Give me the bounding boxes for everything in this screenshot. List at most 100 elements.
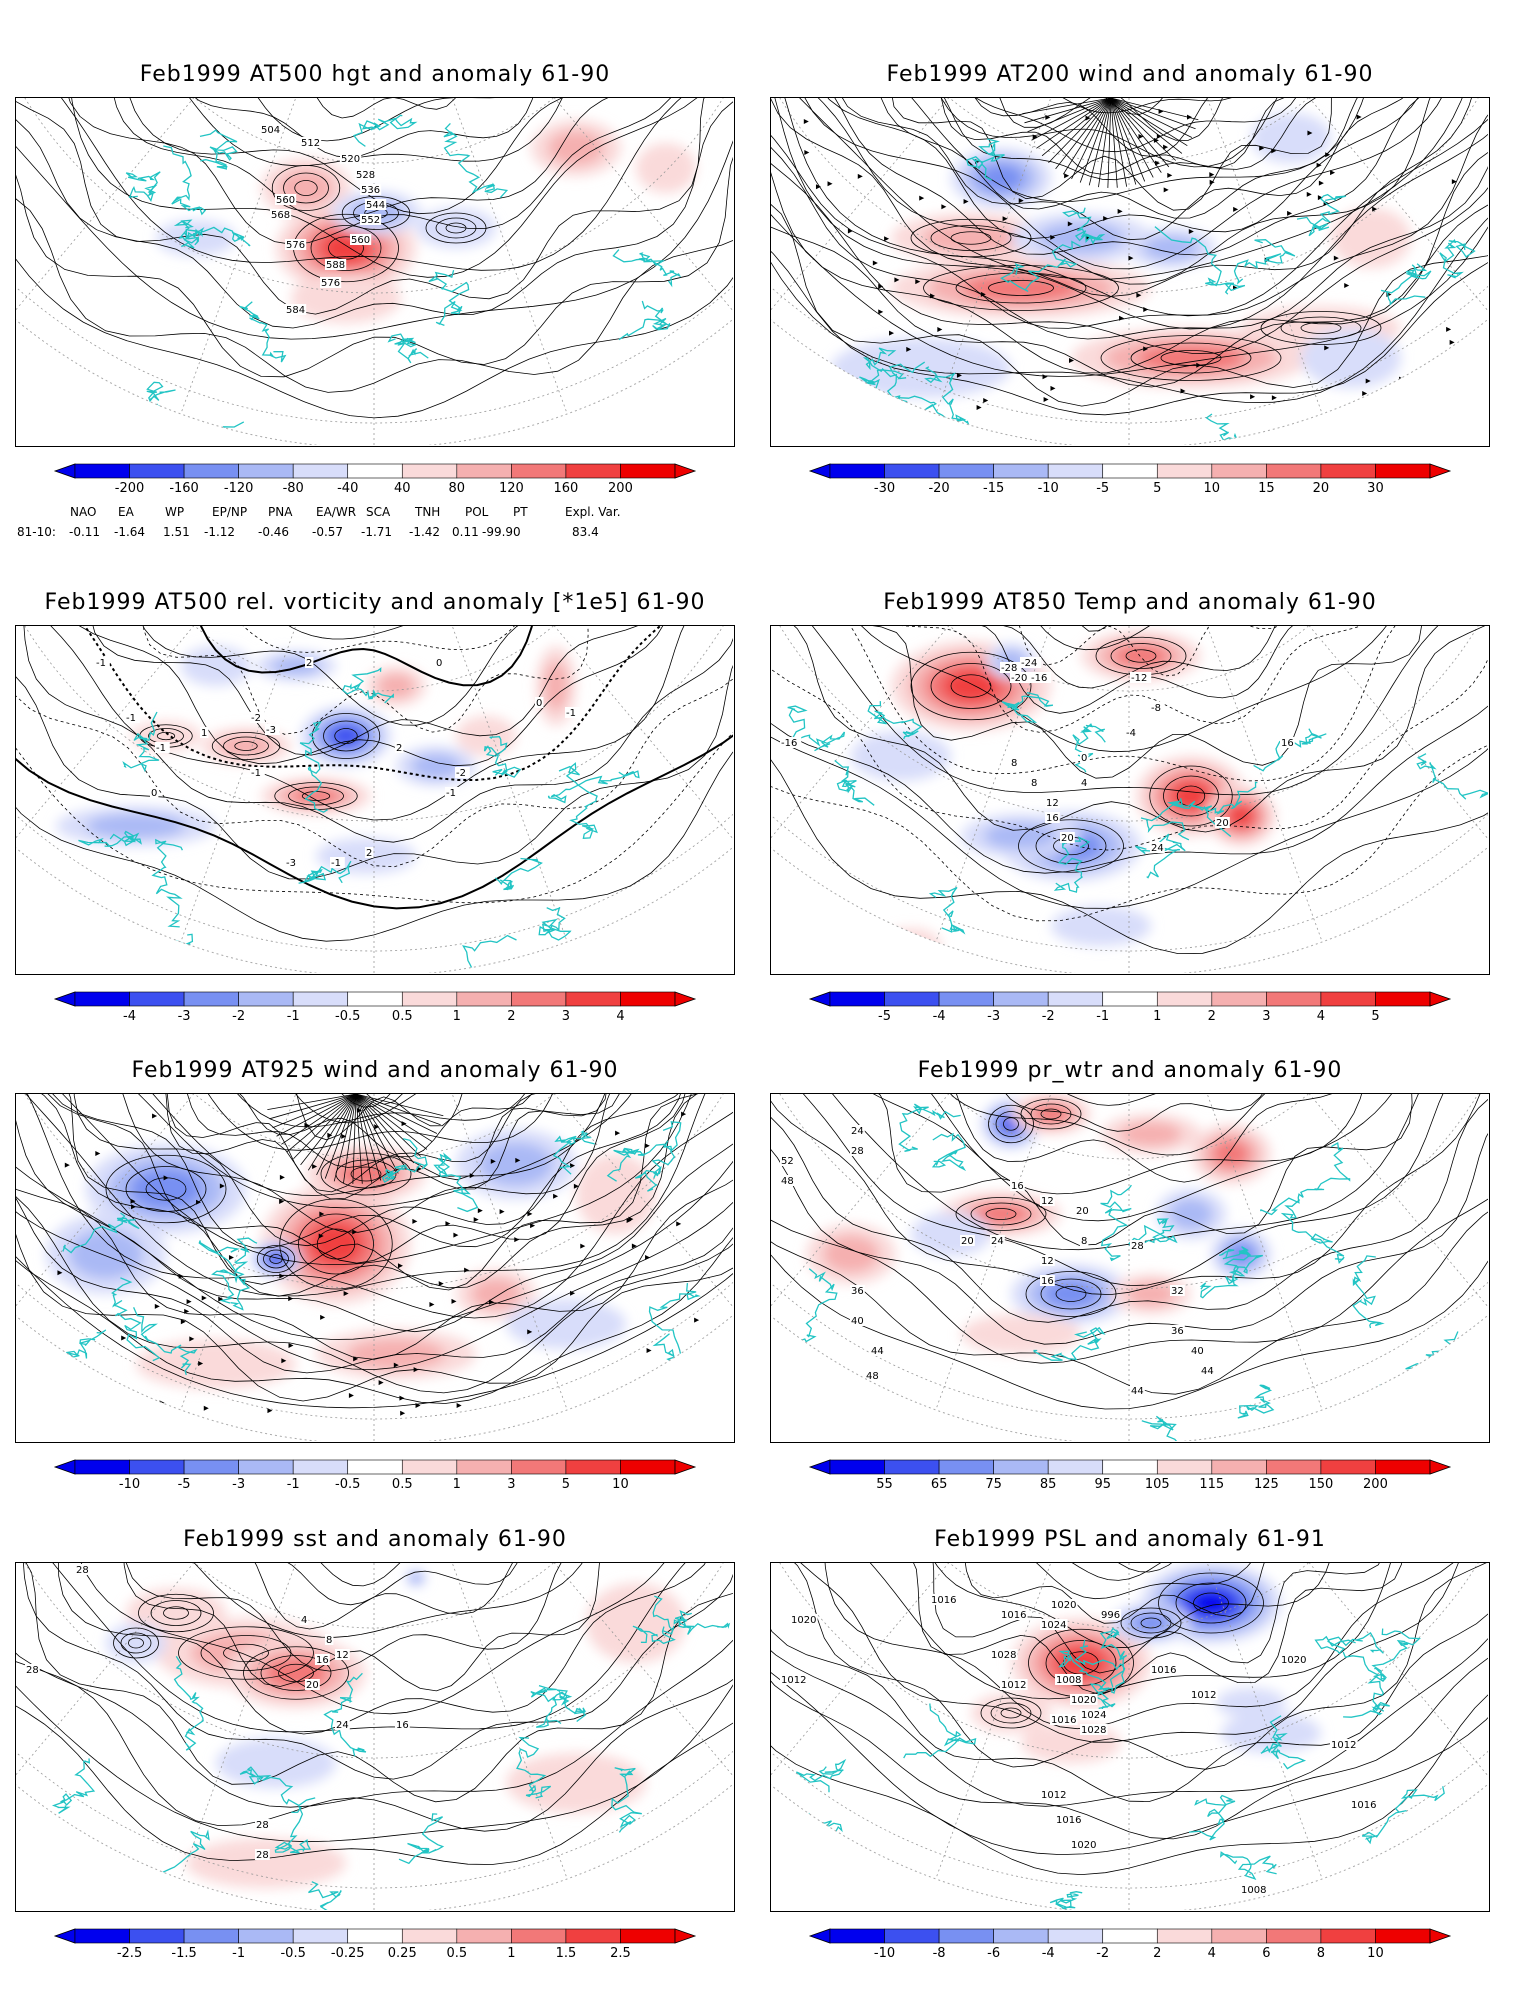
closed-contour — [260, 1655, 332, 1691]
arrow-head — [847, 228, 853, 234]
contours — [771, 1094, 1488, 1410]
contour-label-bg — [1070, 1694, 1098, 1705]
arrow-head — [645, 1254, 651, 1260]
arrow-head — [401, 1121, 407, 1127]
arrow-head — [1180, 388, 1186, 394]
wind-arrows — [803, 108, 1457, 416]
coastline-segment — [151, 838, 183, 928]
arrow-head — [646, 1348, 652, 1354]
contour-label: 576 — [286, 240, 305, 251]
colorbar-segment — [1266, 463, 1322, 479]
contour-label: 12 — [1046, 798, 1059, 809]
colorbar-tick-label: 30 — [1367, 481, 1384, 496]
anomaly-blob — [106, 1623, 166, 1663]
streamline — [16, 1094, 733, 1374]
arrow-head — [304, 1122, 310, 1128]
streamline — [1036, 98, 1112, 149]
contour-label: 512 — [301, 138, 320, 149]
closed-contour — [930, 663, 1012, 709]
contour-label: 1008 — [1056, 1675, 1081, 1686]
closed-contour — [316, 1228, 356, 1260]
colorbar-tick-label: -1 — [1096, 1009, 1109, 1024]
contour-label-bg — [250, 767, 265, 778]
contour-label: -1 — [446, 788, 456, 799]
colorbar-tick-label: -0.5 — [335, 1477, 360, 1492]
colorbar-segment — [1375, 1459, 1431, 1475]
coastline-segment — [1062, 207, 1106, 245]
contour-label: 16 — [1041, 1276, 1054, 1287]
streamline — [343, 1094, 357, 1184]
coastline-segment — [1237, 1384, 1275, 1419]
contours — [771, 626, 1488, 955]
colorbar-segment — [401, 463, 458, 479]
colorbar-segment — [347, 1928, 403, 1944]
contour-label: 520 — [341, 154, 360, 165]
arrow-head — [499, 1209, 505, 1215]
contour-label: 16 — [1011, 1181, 1024, 1192]
colorbar-segment — [884, 991, 940, 1007]
colorbar-tick-label: 15 — [1258, 481, 1275, 496]
contour-label-bg — [865, 1370, 880, 1381]
closed-contour — [288, 786, 344, 806]
contour-line — [126, 98, 578, 142]
contour-line — [771, 626, 1485, 796]
wind-arrows — [56, 1108, 700, 1422]
coastline-segment — [1314, 1631, 1384, 1655]
contour-label-bg — [1280, 1654, 1308, 1665]
anomaly-blob — [636, 143, 696, 193]
colorbar-arrow-high — [1429, 1928, 1452, 1944]
closed-contour — [138, 1593, 214, 1633]
anomaly-blob — [984, 822, 1058, 850]
streamline — [355, 1094, 415, 1164]
coastline-segment — [1033, 1326, 1106, 1361]
contour-label: -1 — [96, 658, 106, 669]
arrow-head — [878, 309, 884, 315]
arrow-head — [1250, 394, 1256, 400]
arrow-head — [815, 184, 821, 190]
colorbar-tick-label: 0.5 — [392, 1477, 413, 1492]
contour-label-bg — [360, 184, 382, 195]
anomaly-blob — [130, 1169, 202, 1209]
contour-line — [16, 1563, 733, 1803]
colorbar-tick-label: 4 — [616, 1009, 624, 1024]
contour-label-bg — [1330, 1739, 1358, 1750]
closed-contour — [283, 172, 329, 204]
colorbar-segment — [1211, 1459, 1267, 1475]
colorbar-segment — [1156, 991, 1213, 1007]
closed-contour — [1175, 1582, 1247, 1624]
colorbar-tick-label: 1.5 — [556, 1946, 577, 1961]
colorbar-tick-label: 2 — [1153, 1946, 1161, 1961]
colorbar-svg: -2.5 -1.5 -1 -0.5 -0.25 0.25 0.5 1 1.5 2.5 — [53, 1928, 697, 1961]
streamline — [886, 98, 1340, 158]
arrow-head — [1032, 134, 1038, 140]
contour-line — [16, 1563, 733, 1843]
contour-label: -28 — [1001, 663, 1017, 674]
contour-line — [16, 98, 733, 393]
contour-line — [771, 1563, 1488, 1807]
colorbar-segment — [129, 1459, 185, 1475]
colorbar-segment — [993, 1459, 1049, 1475]
contour-line — [89, 626, 678, 756]
contour-label: 1024 — [1041, 1620, 1066, 1631]
coastline-segment — [834, 759, 875, 806]
colorbar-segment — [183, 1459, 239, 1475]
contour-line — [135, 1563, 615, 1630]
contour-label: 536 — [361, 185, 380, 196]
anomaly-shading — [106, 1570, 686, 1888]
arrow-head — [456, 1402, 462, 1408]
arrow-head — [429, 1302, 435, 1308]
coastline-segment — [133, 1307, 198, 1376]
contour-label-bg — [1010, 1180, 1025, 1191]
coastline-segment — [198, 1240, 251, 1311]
coastline-segment — [163, 145, 207, 216]
coastline-segment — [538, 907, 572, 941]
contour-label: 1020 — [791, 1615, 816, 1626]
coastline-segment — [1296, 193, 1346, 237]
contour-label: 1016 — [1001, 1610, 1026, 1621]
contour-line — [771, 1094, 1488, 1410]
coastline-segment — [1058, 1650, 1116, 1710]
colorbar-tick-label: -0.5 — [335, 1009, 360, 1024]
panel-title: Feb1999 pr_wtr and anomaly 61-90 — [917, 1058, 1343, 1083]
colorbar-tick-label: 95 — [1094, 1477, 1111, 1492]
panel-title: Feb1999 PSL and anomaly 61-91 — [934, 1527, 1326, 1552]
